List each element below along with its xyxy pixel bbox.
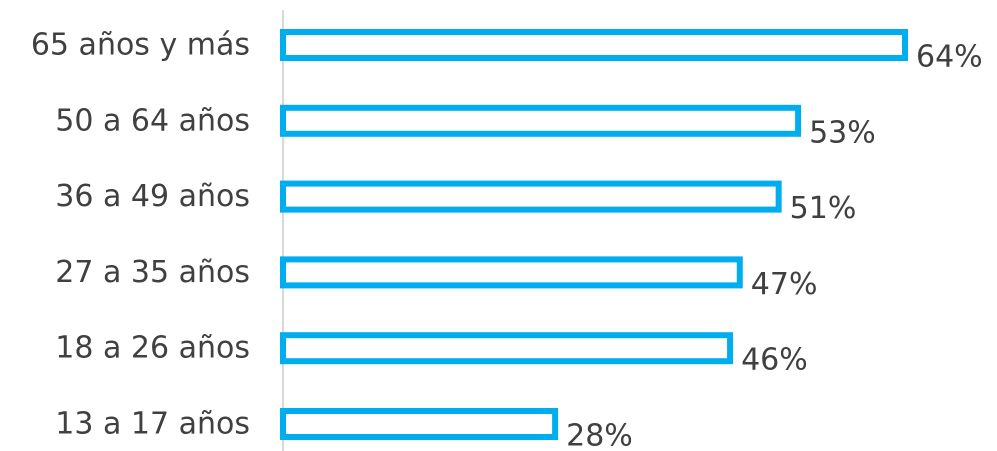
data-label: 51%	[790, 191, 857, 226]
bar	[280, 332, 734, 365]
category-label: 18 a 26 años	[55, 331, 250, 366]
bar	[280, 104, 802, 137]
bars-group: 65 años y más 64% 50 a 64 años 53% 36 a 49 a…	[31, 28, 983, 451]
category-label: 65 años y más	[31, 28, 250, 63]
data-label: 28%	[566, 419, 633, 451]
category-label: 36 a 49 años	[55, 179, 250, 214]
data-label: 53%	[809, 115, 876, 150]
bar	[280, 180, 782, 213]
bar	[280, 408, 559, 440]
bar	[280, 256, 743, 289]
category-label: 13 a 17 años	[55, 407, 250, 442]
bar	[280, 29, 908, 61]
category-label: 27 a 35 años	[55, 255, 250, 290]
data-label: 47%	[751, 267, 818, 302]
category-label: 50 a 64 años	[55, 103, 250, 138]
data-label: 64%	[916, 40, 983, 75]
data-label: 46%	[741, 343, 808, 378]
